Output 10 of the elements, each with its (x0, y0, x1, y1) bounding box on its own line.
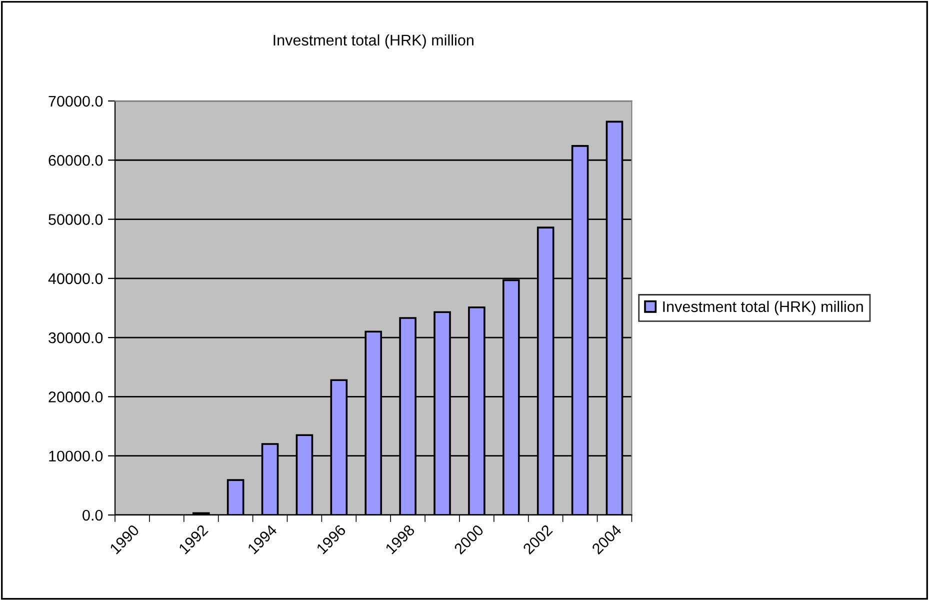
y-tick-label: 10000.0 (49, 450, 103, 462)
y-tick-label: 70000.0 (48, 96, 103, 107)
y-tick-label: 30000.0 (48, 332, 103, 344)
legend-label: Investment total (HRK) million (663, 300, 863, 316)
y-tick-label: 50000.0 (48, 214, 103, 225)
y-tick-label: 20000.0 (48, 392, 103, 402)
y-tick-label: 60000.0 (48, 154, 103, 166)
y-tick-label: 0.0 (82, 510, 103, 521)
y-tick-label: 40000.0 (48, 273, 103, 284)
chart-title: Investment total (HRK) million (274, 34, 474, 49)
